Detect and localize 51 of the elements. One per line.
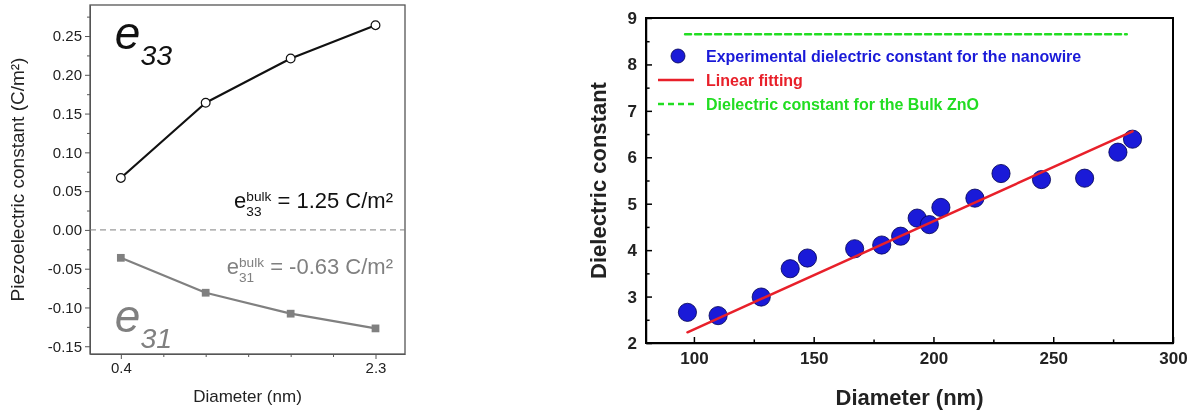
y-tick-label: 4 [627, 241, 638, 261]
annotation: e$^{bulk}$$_{33}$ = 1.25 C/m² [234, 187, 393, 219]
point [1123, 129, 1143, 149]
x-tick-label: 250 [1039, 349, 1068, 369]
y-tick-label: 0.15 [52, 104, 82, 122]
y-tick-label: 5 [627, 194, 637, 214]
y-tick-label: 2 [627, 333, 637, 353]
point [200, 97, 211, 108]
x-axis-title: Diameter (nm) [835, 385, 984, 410]
legend-label: Dielectric constant for the Bulk ZnO [706, 96, 979, 113]
x-tick-label: 2.3 [365, 358, 387, 376]
point [286, 309, 295, 318]
point [780, 259, 800, 279]
y-tick-label: 0.20 [52, 66, 82, 84]
y-tick-label: 7 [627, 101, 637, 121]
x-tick-label: 300 [1159, 349, 1188, 369]
point [931, 197, 951, 217]
point [116, 253, 125, 262]
y-tick-label: -0.10 [47, 298, 82, 316]
x-tick-label: 0.4 [110, 358, 132, 376]
point [845, 239, 865, 259]
annotation: e$^{bulk}$$_{31}$ = -0.63 C/m² [226, 253, 393, 285]
x-axis-title: Diameter (nm) [193, 387, 302, 406]
y-tick-label: 3 [627, 287, 637, 307]
series-label: e$_{33}$ [114, 7, 173, 71]
x-tick-label: 200 [919, 349, 949, 369]
y-tick-label: 8 [627, 55, 637, 75]
y-tick-label: 0.25 [52, 27, 82, 45]
y-tick-label: 0.10 [52, 143, 82, 161]
point [370, 20, 381, 31]
point [115, 172, 126, 183]
y-tick-label: 6 [627, 148, 637, 168]
y-tick-label: 0.00 [52, 221, 82, 239]
y-axis-title: Piezoelectric constant (C/m²) [7, 57, 28, 302]
point [285, 53, 296, 64]
point [1108, 142, 1128, 162]
x-tick-label: 150 [799, 349, 829, 369]
y-axis-title: Dielectric constant [586, 81, 611, 279]
point [677, 302, 697, 322]
y-tick-label: -0.05 [47, 259, 82, 277]
legend-label: Experimental dielectric constant for the nanowire [706, 48, 1082, 65]
legend-label: Linear fitting [706, 72, 803, 89]
point [1075, 168, 1095, 188]
point [991, 164, 1011, 184]
y-tick-label: -0.15 [47, 337, 82, 355]
y-tick-label: 9 [627, 8, 637, 28]
point [797, 248, 817, 268]
series-label: e$_{31}$ [114, 290, 173, 354]
x-tick-label: 100 [680, 349, 709, 369]
y-tick-label: 0.05 [52, 182, 82, 200]
point [201, 288, 210, 297]
